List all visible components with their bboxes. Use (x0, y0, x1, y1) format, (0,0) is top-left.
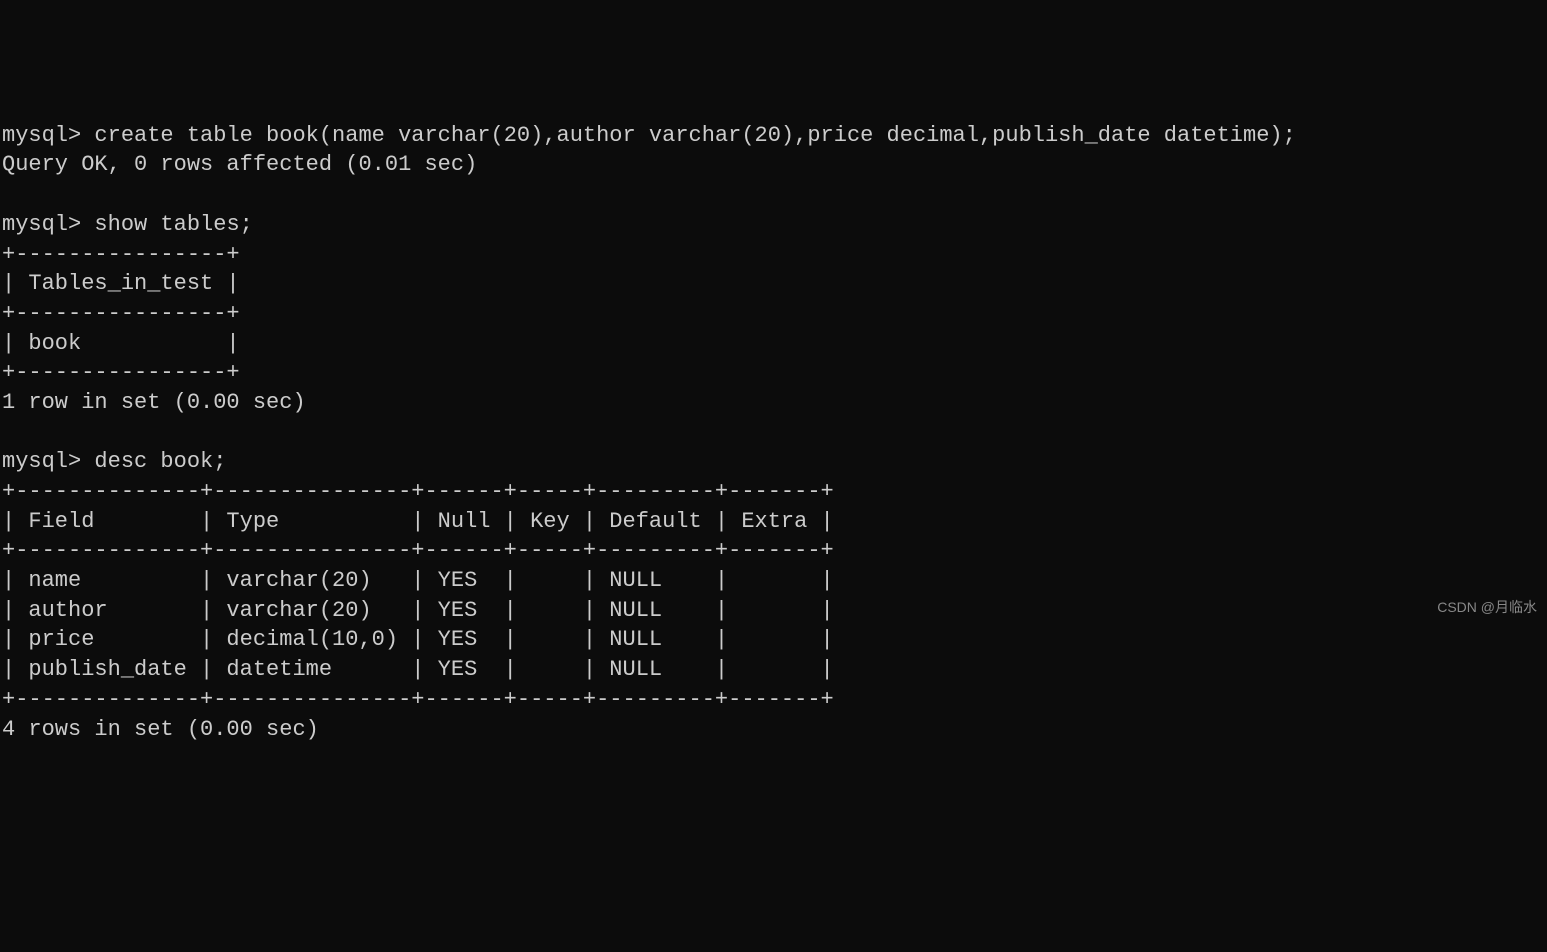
mysql-prompt: mysql> (2, 212, 94, 237)
table-row: | price | decimal(10,0) | YES | | NULL |… (2, 627, 834, 652)
query-result: Query OK, 0 rows affected (0.01 sec) (2, 152, 477, 177)
table-row: | publish_date | datetime | YES | | NULL… (2, 657, 834, 682)
sql-command-desc: desc book; (94, 449, 226, 474)
table-row: | name | varchar(20) | YES | | NULL | | (2, 568, 834, 593)
table-border: +----------------+ (2, 301, 240, 326)
table-header-row: | Field | Type | Null | Key | Default | … (2, 509, 834, 534)
table-row: | book | (2, 331, 240, 356)
mysql-prompt: mysql> (2, 449, 94, 474)
table-border: +--------------+---------------+------+-… (2, 538, 834, 563)
table-border: +----------------+ (2, 242, 240, 267)
table-header-row: | Tables_in_test | (2, 271, 240, 296)
query-result: 1 row in set (0.00 sec) (2, 390, 306, 415)
csdn-watermark: CSDN @月临水 (1437, 598, 1537, 617)
mysql-prompt: mysql> (2, 123, 94, 148)
table-row: | author | varchar(20) | YES | | NULL | … (2, 598, 834, 623)
sql-command-show-tables: show tables; (94, 212, 252, 237)
table-border: +--------------+---------------+------+-… (2, 687, 834, 712)
query-result: 4 rows in set (0.00 sec) (2, 717, 319, 742)
table-border: +--------------+---------------+------+-… (2, 479, 834, 504)
terminal-output: mysql> create table book(name varchar(20… (0, 119, 1547, 744)
sql-command-create: create table book(name varchar(20),autho… (94, 123, 1295, 148)
table-border: +----------------+ (2, 360, 240, 385)
